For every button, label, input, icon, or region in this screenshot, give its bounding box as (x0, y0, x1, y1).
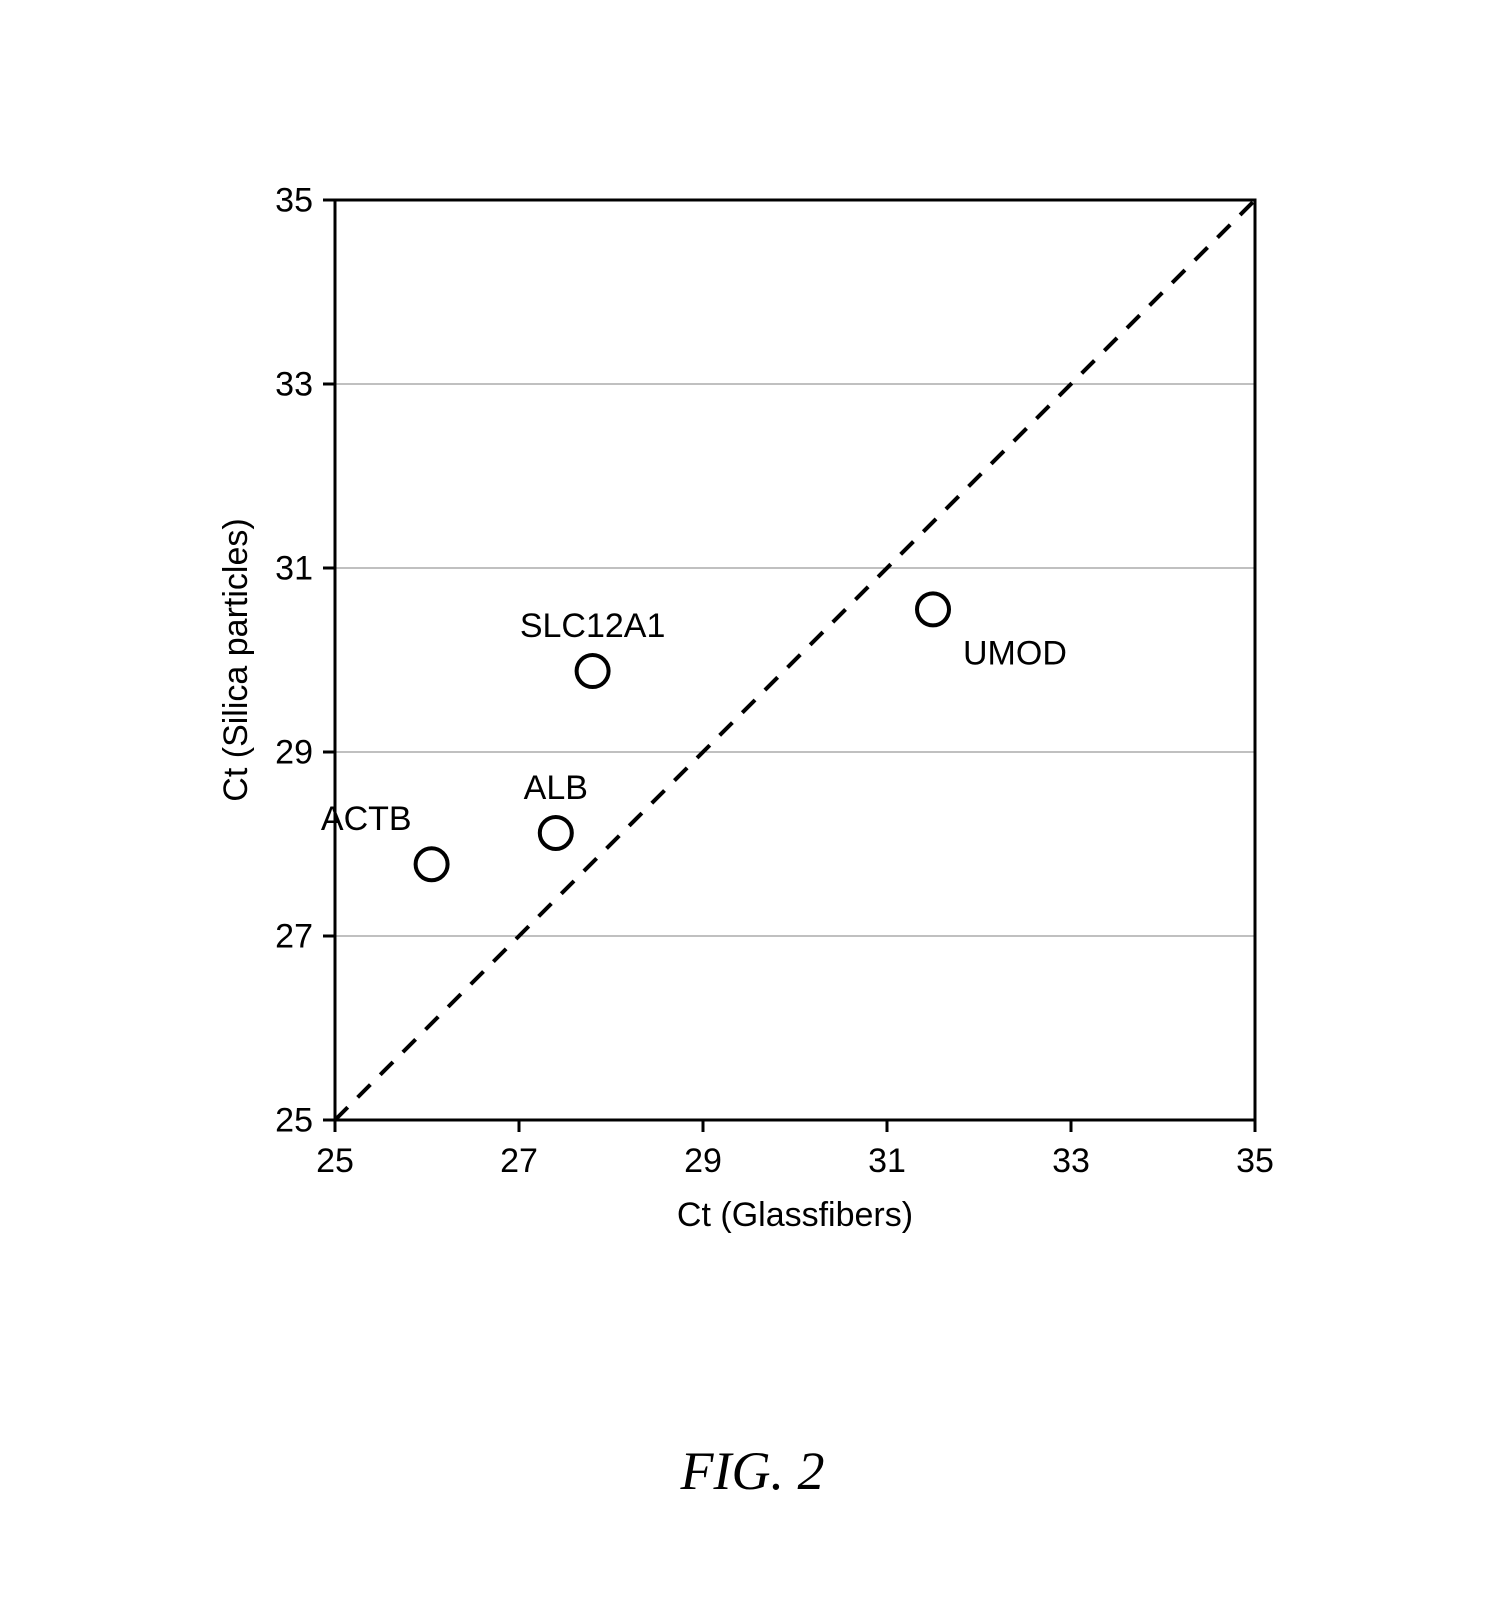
data-point-label: UMOD (963, 634, 1067, 672)
x-tick-label: 33 (1052, 1142, 1090, 1180)
x-tick-label: 29 (684, 1142, 722, 1180)
y-tick-label: 25 (275, 1101, 313, 1139)
x-tick-label: 25 (316, 1142, 354, 1180)
data-point (577, 655, 609, 687)
x-axis-label: Ct (Glassfibers) (677, 1196, 913, 1234)
y-tick-label: 29 (275, 733, 313, 771)
y-tick-label: 35 (275, 181, 313, 219)
chart-svg: 25 27 29 31 33 35 25 27 29 31 33 35 Ct (Glassfibers)… (215, 180, 1275, 1250)
data-point (540, 817, 572, 849)
y-axis-label: Ct (Silica particles) (217, 518, 255, 801)
data-point-label: ACTB (321, 800, 412, 838)
x-tick-label: 35 (1236, 1142, 1274, 1180)
x-tick-label: 27 (500, 1142, 538, 1180)
data-point-label: ALB (524, 769, 588, 807)
scatter-chart: 25 27 29 31 33 35 25 27 29 31 33 35 Ct (Glassfibers)… (215, 180, 1305, 1410)
y-tick-label: 31 (275, 549, 313, 587)
y-tick-label: 27 (275, 917, 313, 955)
y-tick-label: 33 (275, 365, 313, 403)
figure-caption: FIG. 2 (0, 1440, 1505, 1502)
data-point (917, 593, 949, 625)
x-tick-label: 31 (868, 1142, 906, 1180)
data-point (416, 848, 448, 880)
page: 25 27 29 31 33 35 25 27 29 31 33 35 Ct (Glassfibers)… (0, 0, 1505, 1617)
data-point-label: SLC12A1 (520, 607, 666, 645)
